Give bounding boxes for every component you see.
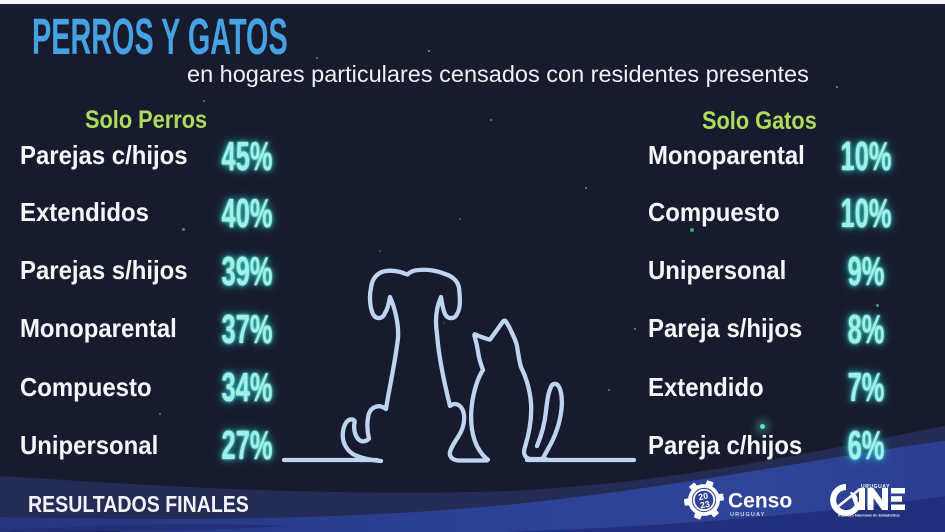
svg-text:20: 20 (697, 490, 709, 502)
svg-text:URUGUAY: URUGUAY (730, 512, 765, 518)
svg-text:Instituto Nacional de Estadíst: Instituto Nacional de Estadística (838, 513, 900, 518)
svg-text:Censo: Censo (728, 490, 792, 513)
svg-text:23: 23 (699, 499, 711, 511)
svg-text:URUGUAY: URUGUAY (861, 484, 890, 490)
